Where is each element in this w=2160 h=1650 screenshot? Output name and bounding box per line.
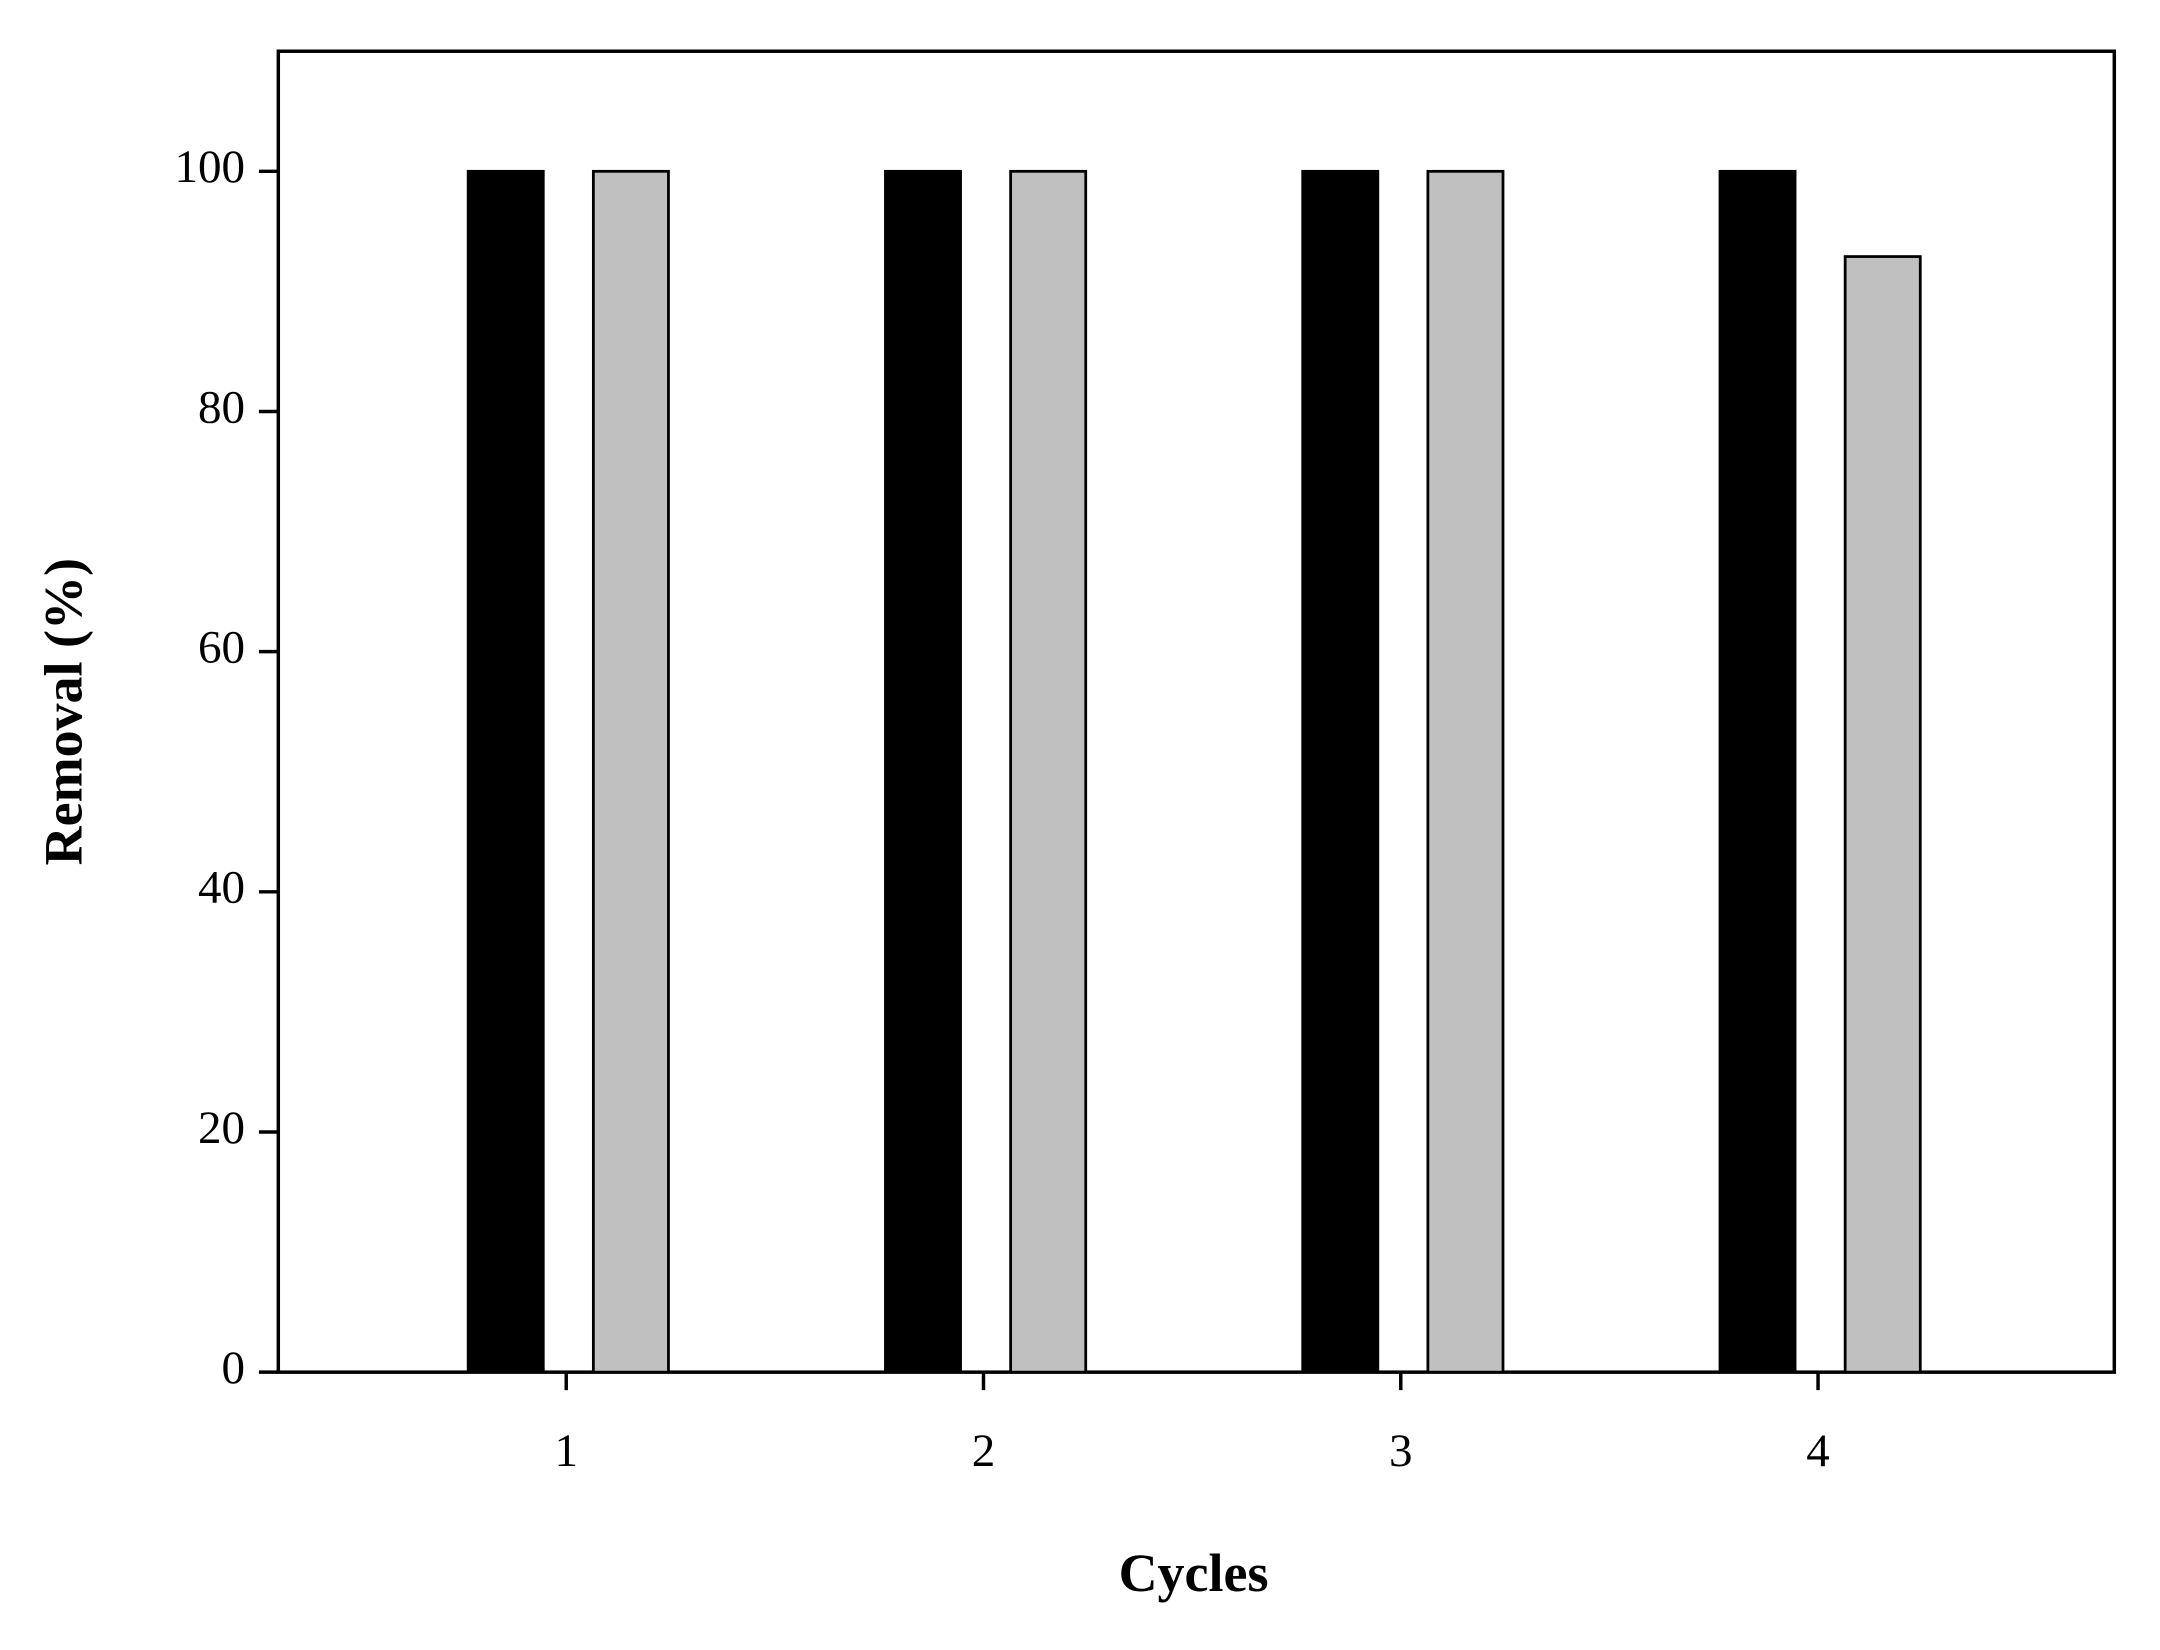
y-tick-label: 80 <box>198 381 245 433</box>
bar <box>1009 169 1088 1374</box>
y-tick-label: 100 <box>174 141 245 193</box>
bar <box>466 169 545 1374</box>
bar <box>1718 169 1797 1374</box>
bar <box>1301 169 1380 1374</box>
bar <box>1843 255 1922 1374</box>
bar <box>884 169 962 1374</box>
x-tick-label: 3 <box>1389 1425 1413 1477</box>
y-axis-title: Removal (%) <box>34 558 94 865</box>
bar <box>1426 169 1505 1374</box>
y-tick-label: 0 <box>222 1342 246 1394</box>
x-tick-label: 4 <box>1806 1425 1830 1477</box>
y-tick-label: 40 <box>198 862 245 914</box>
y-tick-label: 60 <box>198 621 245 673</box>
x-tick-label: 2 <box>972 1425 996 1477</box>
x-tick-label: 1 <box>554 1425 578 1477</box>
x-axis-title: Cycles <box>1119 1543 1269 1603</box>
y-tick-label: 20 <box>198 1102 245 1154</box>
bar <box>591 169 670 1374</box>
plot-frame <box>276 49 2117 1374</box>
